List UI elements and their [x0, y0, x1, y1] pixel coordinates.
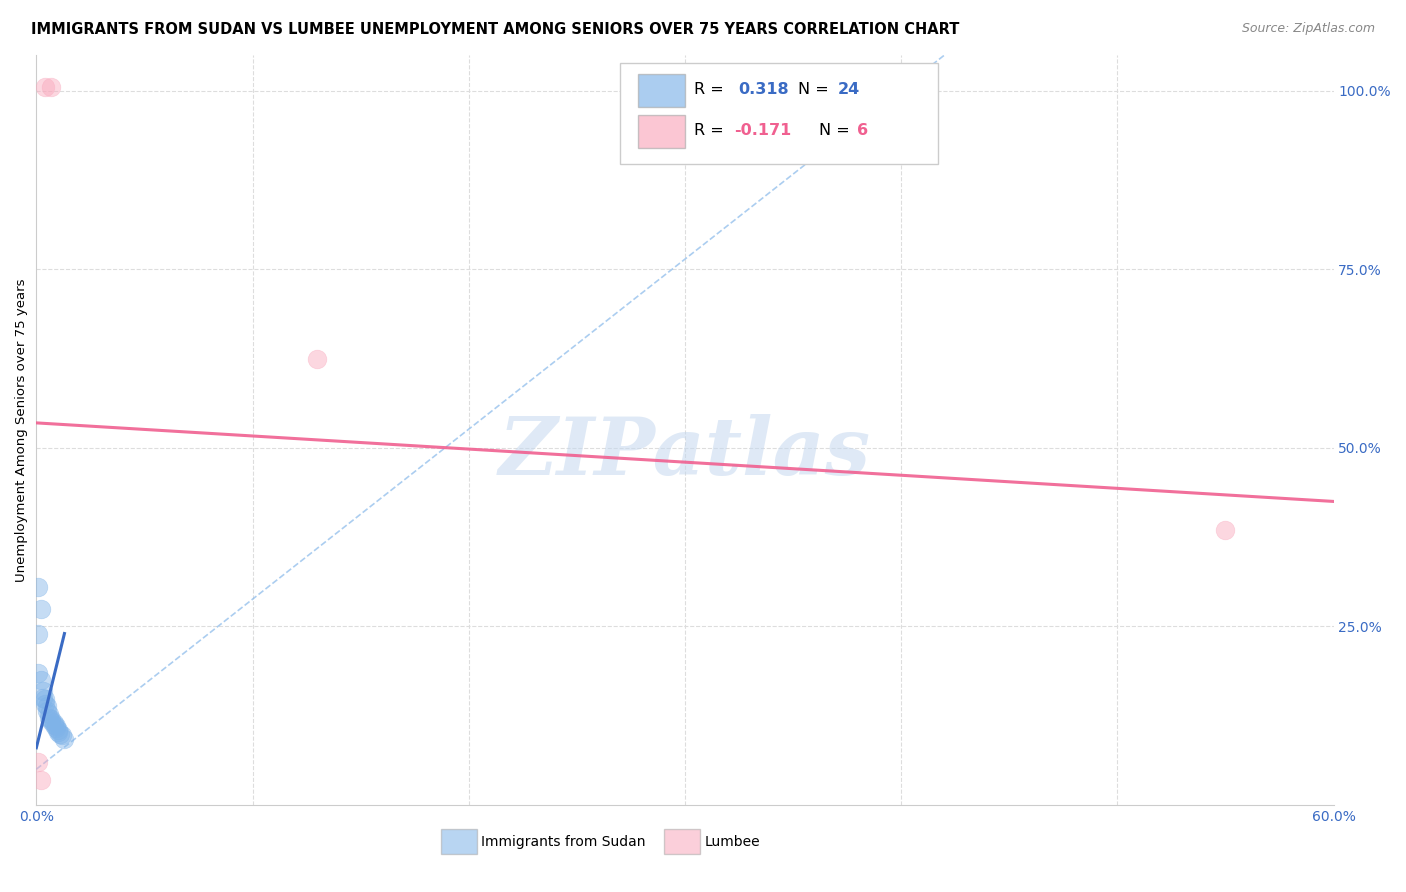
Point	[41, 712, 63, 726]
Text: N =: N =	[818, 123, 855, 138]
Text: 24: 24	[838, 82, 860, 97]
Point	[42, 715, 65, 730]
Point	[31, 690, 53, 705]
Point	[38, 706, 60, 721]
Text: -0.171: -0.171	[734, 123, 792, 138]
Point	[37, 699, 59, 714]
Point	[46, 723, 69, 737]
Point	[34, 80, 56, 95]
Point	[30, 772, 52, 787]
Point	[307, 351, 329, 366]
Point	[42, 718, 65, 732]
Point	[31, 683, 53, 698]
Point	[38, 711, 60, 725]
Text: Source: ZipAtlas.com: Source: ZipAtlas.com	[1241, 22, 1375, 36]
FancyBboxPatch shape	[441, 829, 478, 855]
Point	[34, 692, 56, 706]
Y-axis label: Unemployment Among Seniors over 75 years: Unemployment Among Seniors over 75 years	[15, 278, 28, 582]
Point	[1215, 523, 1237, 537]
Text: Immigrants from Sudan: Immigrants from Sudan	[481, 835, 645, 848]
Point	[51, 728, 73, 742]
Text: R =: R =	[695, 123, 728, 138]
Point	[34, 697, 56, 711]
Text: N =: N =	[797, 82, 834, 97]
FancyBboxPatch shape	[664, 829, 700, 855]
Text: 6: 6	[858, 123, 869, 138]
Point	[27, 665, 49, 680]
Point	[45, 719, 67, 733]
Point	[27, 626, 49, 640]
Text: R =: R =	[695, 82, 728, 97]
Point	[53, 732, 76, 747]
FancyBboxPatch shape	[638, 115, 685, 148]
Point	[45, 721, 67, 735]
FancyBboxPatch shape	[638, 74, 685, 107]
Text: ZIPatlas: ZIPatlas	[499, 414, 870, 491]
Point	[49, 726, 72, 740]
Text: IMMIGRANTS FROM SUDAN VS LUMBEE UNEMPLOYMENT AMONG SENIORS OVER 75 YEARS CORRELA: IMMIGRANTS FROM SUDAN VS LUMBEE UNEMPLOY…	[31, 22, 959, 37]
FancyBboxPatch shape	[620, 62, 938, 164]
Point	[27, 580, 49, 594]
Point	[41, 714, 63, 728]
Text: Lumbee: Lumbee	[704, 835, 761, 848]
Point	[46, 725, 69, 739]
Point	[37, 704, 59, 718]
Text: 0.318: 0.318	[738, 82, 789, 97]
Point	[41, 80, 63, 95]
Point	[30, 673, 52, 687]
Point	[27, 755, 49, 769]
Point	[30, 601, 52, 615]
